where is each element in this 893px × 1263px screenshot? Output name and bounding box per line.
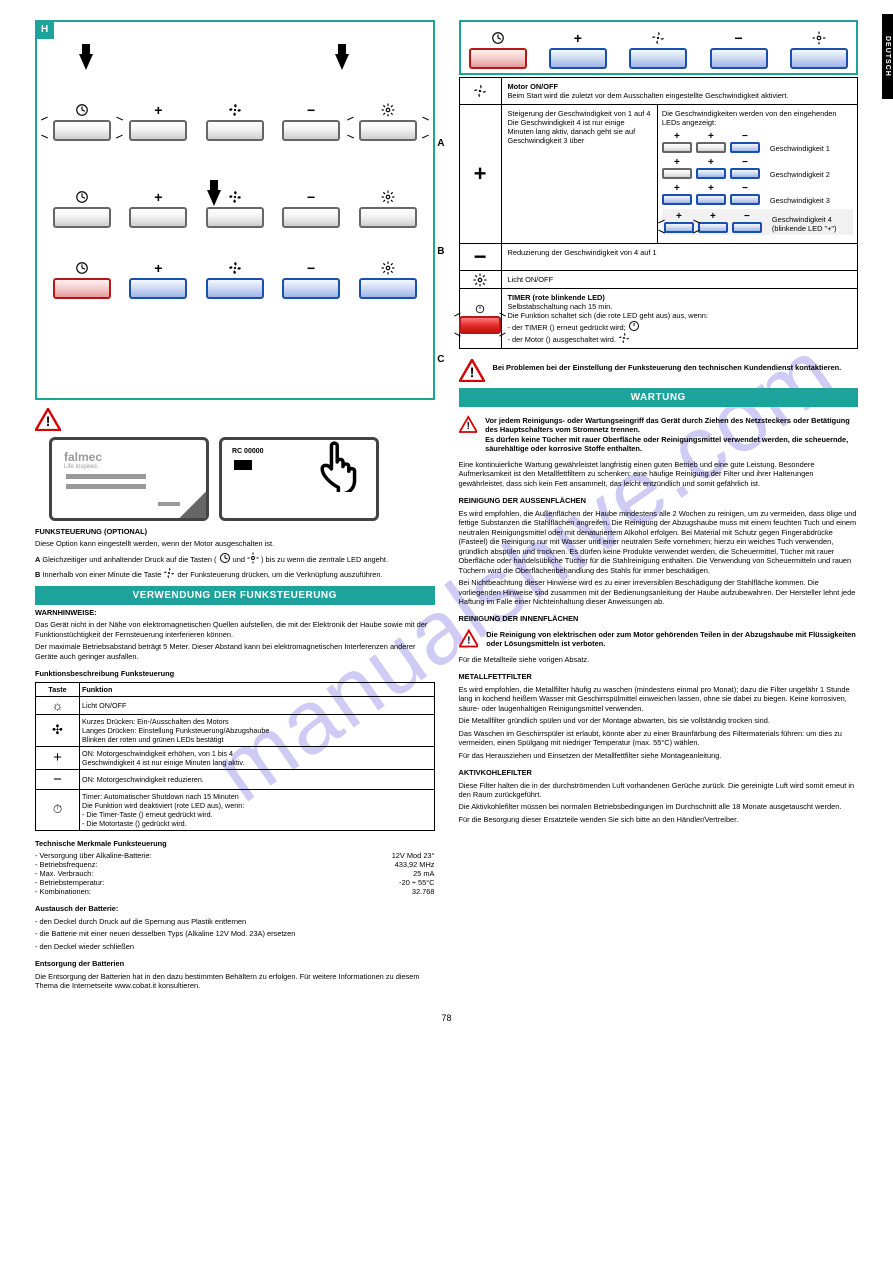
radio-title: FUNKSTEUERUNG (OPTIONAL) — [35, 527, 435, 536]
annotation-b: B — [437, 246, 444, 257]
svg-text:!: ! — [469, 364, 474, 380]
heading-maint: WARTUNG — [459, 388, 859, 407]
warn-heading-left: WARNHINWEISE: — [35, 608, 435, 617]
warning-icon: ! — [35, 408, 61, 431]
control-panel-diagram: H — [35, 20, 435, 400]
brand-label: falmec — [64, 450, 102, 464]
top-button-chart: + − — [459, 20, 859, 75]
warning-icon: ! — [459, 627, 479, 650]
fan-icon — [228, 100, 242, 120]
radio-code: RC 00000 — [232, 448, 264, 455]
clock-icon — [75, 100, 89, 120]
func-desc-title: Funktionsbeschreibung Funksteuerung — [35, 669, 435, 678]
booklet-row: falmec Life Inspired. RC 00000 — [49, 437, 435, 521]
clean-p2: Bei Nichtbeachtung dieser Hinweise wird … — [459, 578, 859, 606]
heading-radio: VERWENDUNG DER FUNKSTEUERUNG — [35, 586, 435, 605]
maint-body: Eine kontinuierliche Wartung gewährleist… — [459, 460, 859, 488]
page-number: 78 — [441, 1013, 451, 1023]
svg-text:!: ! — [46, 413, 51, 429]
light-icon — [381, 100, 395, 120]
batt-disposal: Die Entsorgung der Batterien hat in den … — [35, 972, 435, 991]
fan-icon — [460, 78, 502, 104]
left-warn-a: Das Gerät nicht in der Nähe von elektrom… — [35, 620, 435, 639]
warning-icon: ! — [459, 413, 478, 436]
tech-title: Technische Merkmale Funksteuerung — [35, 839, 435, 848]
left-warn-b: Der maximale Betriebsabstand beträgt 5 M… — [35, 642, 435, 661]
inner-p: Für die Metallteile siehe vorigen Absatz… — [459, 655, 859, 664]
inner-warn: Die Reinigung von elektrischen oder zum … — [486, 630, 858, 649]
tech-specs: - Versorgung über Alkaline-Batterie:12V … — [35, 851, 435, 896]
grease-title: METALLFETTFILTER — [459, 672, 859, 681]
clean-title: REINIGUNG DER AUSSENFLÄCHEN — [459, 496, 859, 505]
batt-title: Austausch der Batterie: — [35, 904, 435, 913]
svg-text:!: ! — [467, 635, 470, 646]
inner-title: REINIGUNG DER INNENFLÄCHEN — [459, 614, 859, 623]
ak-title: AKTIVKOHLEFILTER — [459, 768, 859, 777]
section-letter: H — [35, 20, 54, 39]
maint-warn: Vor jedem Reinigungs- oder Wartungseingr… — [485, 416, 858, 454]
radio-step-a: A Gleichzeitiger und anhaltender Druck a… — [35, 552, 435, 564]
radio-sub: Diese Option kann eingestellt werden, we… — [35, 539, 435, 548]
contact-note: Bei Problemen bei der Einstellung der Fu… — [493, 363, 842, 379]
annotation-c: C — [437, 354, 444, 365]
clean-p1: Es wird empfohlen, die Außenflächen der … — [459, 509, 859, 575]
svg-text:!: ! — [466, 421, 469, 432]
radio-step-b: B Innerhalb von einer Minute die Taste d… — [35, 567, 435, 579]
function-table-left: TasteFunktion ☼Licht ON/OFF ✣Kurzes Drüc… — [35, 682, 435, 831]
annotation-a: A — [437, 138, 444, 149]
minus-icon: − — [307, 100, 315, 120]
batt-disposal-title: Entsorgung der Batterien — [35, 959, 435, 968]
language-tab: DEUTSCH — [882, 14, 893, 99]
brand-sub: Life Inspired. — [64, 464, 98, 470]
plus-icon: + — [154, 100, 162, 120]
warning-icon: ! — [459, 359, 485, 382]
function-table-right: Motor ON/OFF Beim Start wird die zuletzt… — [459, 77, 859, 349]
